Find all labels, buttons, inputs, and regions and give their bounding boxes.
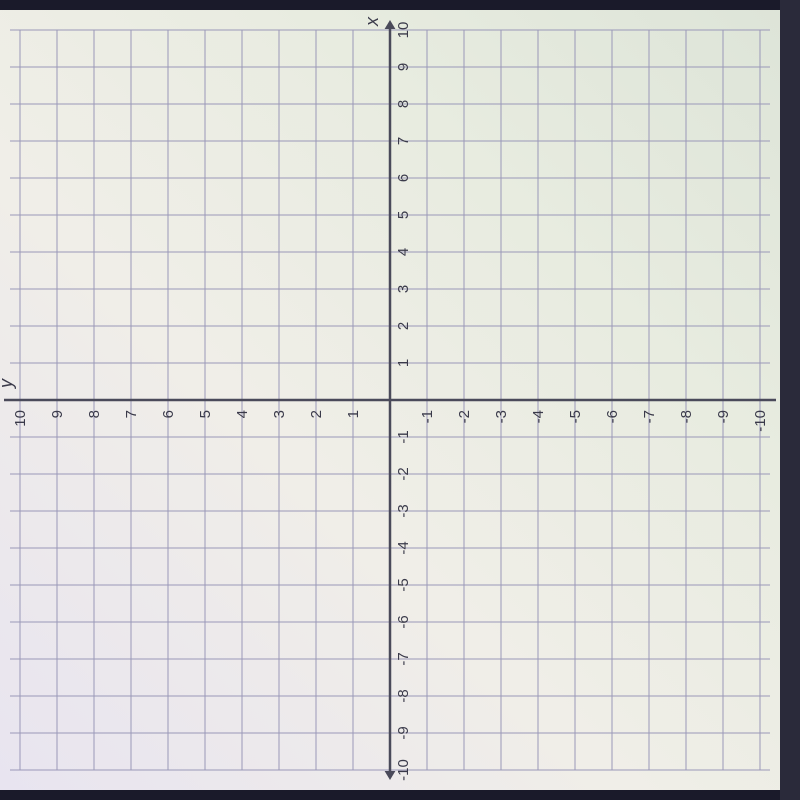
y-tick--8: -8	[678, 410, 695, 423]
y-tick--10: -10	[752, 410, 769, 432]
x-tick--2: -2	[395, 467, 412, 480]
y-tick-10: 10	[12, 410, 29, 427]
y-tick--2: -2	[456, 410, 473, 423]
x-tick--6: -6	[395, 615, 412, 628]
y-tick--6: -6	[604, 410, 621, 423]
y-tick-8: 8	[86, 410, 103, 418]
x-tick--4: -4	[395, 541, 412, 554]
y-tick--3: -3	[493, 410, 510, 423]
x-tick-4: 4	[395, 248, 412, 256]
y-tick-9: 9	[49, 410, 66, 418]
y-tick-5: 5	[197, 410, 214, 418]
y-tick-4: 4	[234, 410, 251, 418]
x-tick-5: 5	[395, 211, 412, 219]
y-tick-2: 2	[308, 410, 325, 418]
x-tick-7: 7	[395, 137, 412, 145]
y-tick-6: 6	[160, 410, 177, 418]
y-tick-3: 3	[271, 410, 288, 418]
x-tick-8: 8	[395, 100, 412, 108]
x-tick-2: 2	[395, 322, 412, 330]
x-tick--8: -8	[395, 689, 412, 702]
x-tick-10: 10	[395, 22, 412, 39]
x-tick--5: -5	[395, 578, 412, 591]
y-tick--5: -5	[567, 410, 584, 423]
x-tick-6: 6	[395, 174, 412, 182]
x-tick-1: 1	[395, 359, 412, 367]
x-tick--10: -10	[395, 759, 412, 781]
x-tick--9: -9	[395, 726, 412, 739]
y-tick--4: -4	[530, 410, 547, 423]
dark-sidebar	[780, 0, 800, 800]
x-tick-9: 9	[395, 63, 412, 71]
y-tick-1: 1	[345, 410, 362, 418]
x-axis-label: x	[362, 16, 382, 27]
coordinate-plane: -10 -9 -8 -7 -6 -5 -4 -3 -2 -1 1 2 3 4 5 6 7 8 9 10 -10 -9 -8…	[0, 10, 790, 790]
y-tick-7: 7	[123, 410, 140, 418]
y-tick--9: -9	[715, 410, 732, 423]
graph-svg: -10 -9 -8 -7 -6 -5 -4 -3 -2 -1 1 2 3 4 5 6 7 8 9 10 -10 -9 -8…	[0, 10, 790, 790]
x-tick-3: 3	[395, 285, 412, 293]
axes	[4, 24, 776, 776]
x-tick--1: -1	[395, 430, 412, 443]
y-tick--1: -1	[419, 410, 436, 423]
y-axis-label: y	[0, 378, 16, 390]
x-tick--7: -7	[395, 652, 412, 665]
x-tick--3: -3	[395, 504, 412, 517]
y-tick--7: -7	[641, 410, 658, 423]
